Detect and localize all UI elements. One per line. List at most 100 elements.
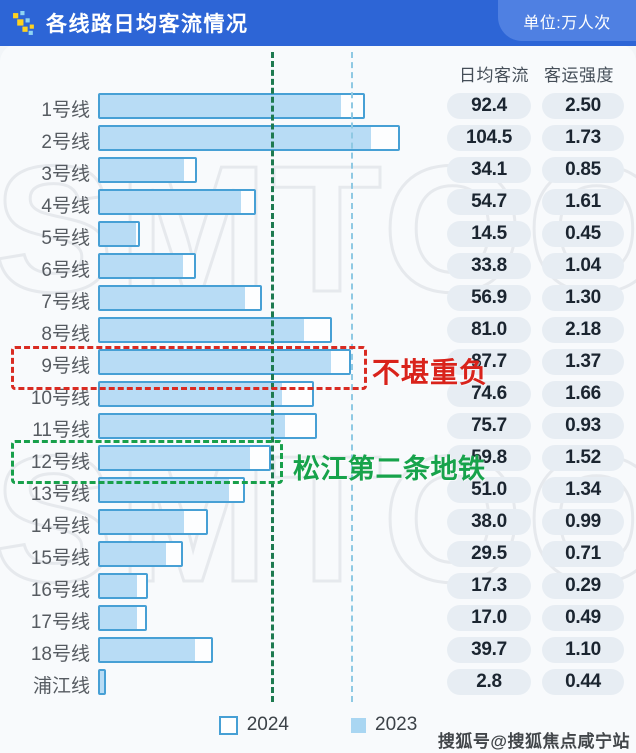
bar-2024 <box>98 541 183 567</box>
chart-row: 17号线 17.0 0.49 <box>0 602 636 634</box>
line-label: 7号线 <box>41 292 90 313</box>
daily-flow-value: 56.9 <box>447 285 531 311</box>
line-label: 12号线 <box>30 452 90 473</box>
daily-flow-value: 17.0 <box>447 605 531 631</box>
bar-2023 <box>100 95 341 117</box>
line-label: 6号线 <box>41 260 90 281</box>
chart-row: 2号线 104.5 1.73 <box>0 122 636 154</box>
highlight-box-line9 <box>11 346 367 390</box>
line-label: 10号线 <box>30 388 90 409</box>
line-label: 14号线 <box>30 516 90 537</box>
legend: 2024 2023 <box>0 714 636 736</box>
intensity-value: 1.30 <box>542 285 624 311</box>
highlight-box-line12 <box>11 440 283 484</box>
daily-flow-value: 33.8 <box>447 253 531 279</box>
chart-row: 11号线 75.7 0.93 <box>0 410 636 442</box>
bar-2024 <box>98 669 106 695</box>
daily-flow-value: 17.3 <box>447 573 531 599</box>
chart-row: 浦江线 2.8 0.44 <box>0 666 636 698</box>
line-label: 16号线 <box>30 580 90 601</box>
daily-flow-value: 51.0 <box>447 477 531 503</box>
bar-2023 <box>100 415 285 437</box>
bar-2023 <box>100 287 245 309</box>
daily-flow-value: 34.1 <box>447 157 531 183</box>
bar-2023 <box>100 223 137 245</box>
bar-2023 <box>100 543 167 565</box>
unit-label: 单位:万人次 <box>523 14 611 32</box>
bar-2023 <box>100 447 250 469</box>
intensity-value: 1.61 <box>542 189 624 215</box>
intensity-value: 0.99 <box>542 509 624 535</box>
chart-row: 3号线 34.1 0.85 <box>0 154 636 186</box>
daily-flow-value: 39.7 <box>447 637 531 663</box>
column-header-intensity: 客运强度 <box>544 66 614 85</box>
line-label: 浦江线 <box>32 676 90 697</box>
chart-row: 4号线 54.7 1.61 <box>0 186 636 218</box>
chart-row: 5号线 14.5 0.45 <box>0 218 636 250</box>
bar-2023 <box>100 255 184 277</box>
line-label: 1号线 <box>41 100 90 121</box>
line-label: 9号线 <box>41 356 90 377</box>
bar-2024 <box>98 157 197 183</box>
daily-flow-value: 87.7 <box>447 349 531 375</box>
bar-2023 <box>100 575 138 597</box>
bar-2024 <box>98 221 140 247</box>
bar-2024 <box>98 125 400 151</box>
legend-item-2024: 2024 <box>218 714 289 736</box>
chart-row: 16号线 17.3 0.29 <box>0 570 636 602</box>
legend-label-2023: 2023 <box>375 714 418 735</box>
bar-2024 <box>98 381 314 407</box>
bar-2023 <box>100 511 184 533</box>
chart-row: 9号线 87.7 1.37 <box>0 346 636 378</box>
bar-2024 <box>98 285 262 311</box>
chart-row: 8号线 81.0 2.18 <box>0 314 636 346</box>
title-block: 各线路日均客流情况 <box>12 0 249 46</box>
intensity-value: 2.50 <box>542 93 624 119</box>
intensity-value: 2.18 <box>542 317 624 343</box>
bar-2023 <box>100 127 371 149</box>
line-label: 11号线 <box>32 420 90 441</box>
intensity-value: 0.45 <box>542 221 624 247</box>
daily-flow-value: 2.8 <box>447 669 531 695</box>
daily-flow-value: 104.5 <box>447 125 531 151</box>
intensity-value: 1.66 <box>542 381 624 407</box>
sohu-watermark: 搜狐号@搜狐焦点咸宁站 <box>437 732 630 751</box>
guideline-87.7 <box>351 52 353 702</box>
legend-label-2024: 2024 <box>246 714 289 735</box>
bar-2024 <box>98 317 332 343</box>
legend-item-2023: 2023 <box>351 714 417 736</box>
legend-swatch-2024-outline <box>218 715 238 735</box>
bar-2023 <box>100 607 138 629</box>
daily-flow-value: 59.8 <box>447 445 531 471</box>
page-title: 各线路日均客流情况 <box>46 13 249 36</box>
chart-row: 12号线 59.8 1.52 <box>0 442 636 474</box>
column-header-daily-flow: 日均客流 <box>459 66 529 85</box>
bar-2024 <box>98 349 351 375</box>
line-label: 5号线 <box>41 228 90 249</box>
bar-2024 <box>98 509 208 535</box>
chart-row: 10号线 74.6 1.66 <box>0 378 636 410</box>
annotation-overburdened: 不堪重负 <box>372 357 489 388</box>
line-label: 8号线 <box>41 324 90 345</box>
chart-row: 14号线 38.0 0.99 <box>0 506 636 538</box>
chart-row: 1号线 92.4 2.50 <box>0 90 636 122</box>
bar-2023 <box>100 671 104 693</box>
bar-2024 <box>98 189 256 215</box>
line-label: 18号线 <box>30 644 90 665</box>
bar-2023 <box>100 191 241 213</box>
bar-2024 <box>98 93 365 119</box>
chart-row: 6号线 33.8 1.04 <box>0 250 636 282</box>
bar-2023 <box>100 319 305 341</box>
line-label: 15号线 <box>30 548 90 569</box>
chart-row: 7号线 56.9 1.30 <box>0 282 636 314</box>
intensity-value: 1.10 <box>542 637 624 663</box>
line-label: 2号线 <box>41 132 90 153</box>
unit-tab: 单位:万人次 <box>498 0 636 41</box>
intensity-value: 1.73 <box>542 125 624 151</box>
intensity-value: 0.85 <box>542 157 624 183</box>
bar-2024 <box>98 253 196 279</box>
pixel-logo-icon <box>13 10 34 35</box>
daily-flow-value: 74.6 <box>447 381 531 407</box>
daily-flow-value: 38.0 <box>447 509 531 535</box>
